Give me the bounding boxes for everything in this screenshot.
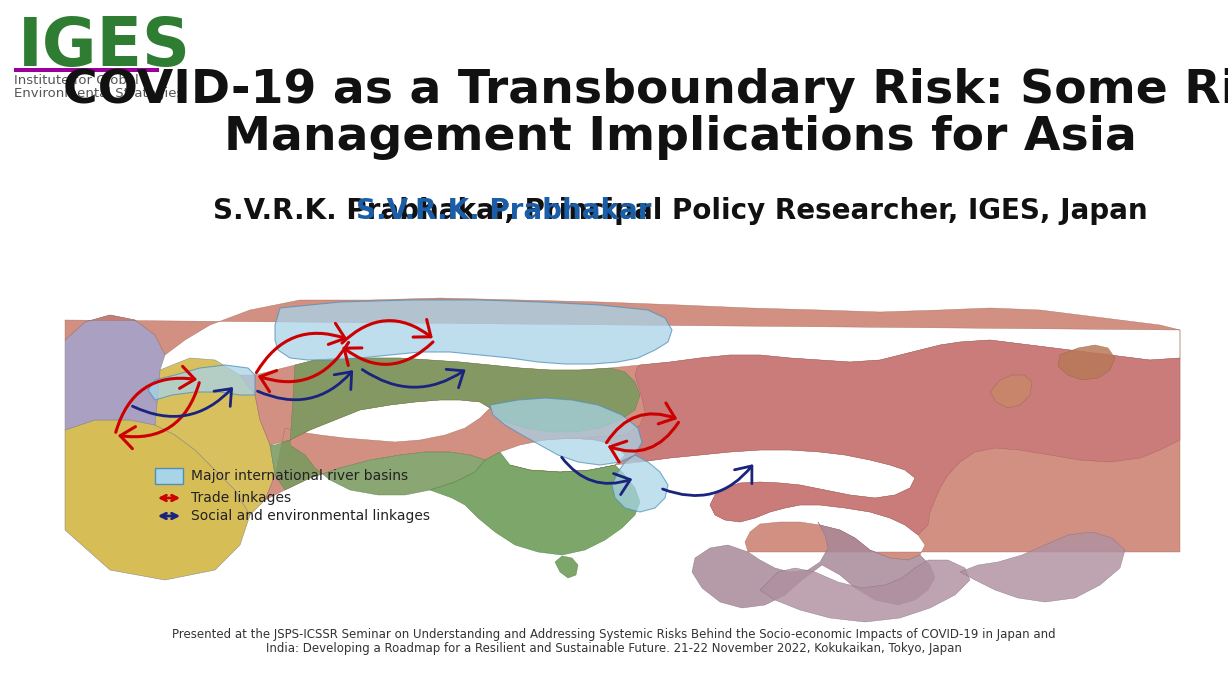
Polygon shape (693, 522, 935, 608)
Text: Major international river basins: Major international river basins (192, 469, 408, 483)
Polygon shape (155, 358, 275, 515)
FancyBboxPatch shape (155, 468, 183, 484)
Polygon shape (760, 560, 970, 622)
Polygon shape (65, 298, 1180, 560)
Text: IGES: IGES (18, 14, 192, 80)
Text: India: Developing a Roadmap for a Resilient and Sustainable Future. 21-22 Novemb: India: Developing a Roadmap for a Resili… (266, 642, 962, 655)
Bar (14, 68, 158, 72)
Text: Management Implications for Asia: Management Implications for Asia (223, 115, 1136, 160)
Polygon shape (65, 315, 165, 430)
Polygon shape (65, 420, 251, 580)
Polygon shape (149, 365, 255, 400)
Polygon shape (555, 556, 578, 578)
Polygon shape (612, 455, 668, 512)
Text: Presented at the JSPS-ICSSR Seminar on Understanding and Addressing Systemic Ris: Presented at the JSPS-ICSSR Seminar on U… (172, 628, 1056, 641)
Polygon shape (545, 340, 1180, 535)
Polygon shape (490, 398, 642, 465)
Polygon shape (275, 300, 672, 364)
Text: Social and environmental linkages: Social and environmental linkages (192, 509, 430, 523)
Polygon shape (960, 532, 1125, 602)
Text: COVID-19 as a Transboundary Risk: Some Risk: COVID-19 as a Transboundary Risk: Some R… (63, 68, 1228, 113)
Text: S.V.R.K. Prabhakar: S.V.R.K. Prabhakar (356, 197, 652, 225)
Text: Trade linkages: Trade linkages (192, 491, 291, 505)
Polygon shape (270, 358, 640, 495)
Text: Institute for Global: Institute for Global (14, 74, 139, 87)
Text: S.V.R.K. Prabhakar, Principal Policy Researcher, IGES, Japan: S.V.R.K. Prabhakar, Principal Policy Res… (212, 197, 1147, 225)
Text: Environmental Strategies: Environmental Strategies (14, 87, 183, 100)
Polygon shape (990, 375, 1032, 408)
Polygon shape (1059, 345, 1115, 380)
Polygon shape (430, 452, 640, 555)
